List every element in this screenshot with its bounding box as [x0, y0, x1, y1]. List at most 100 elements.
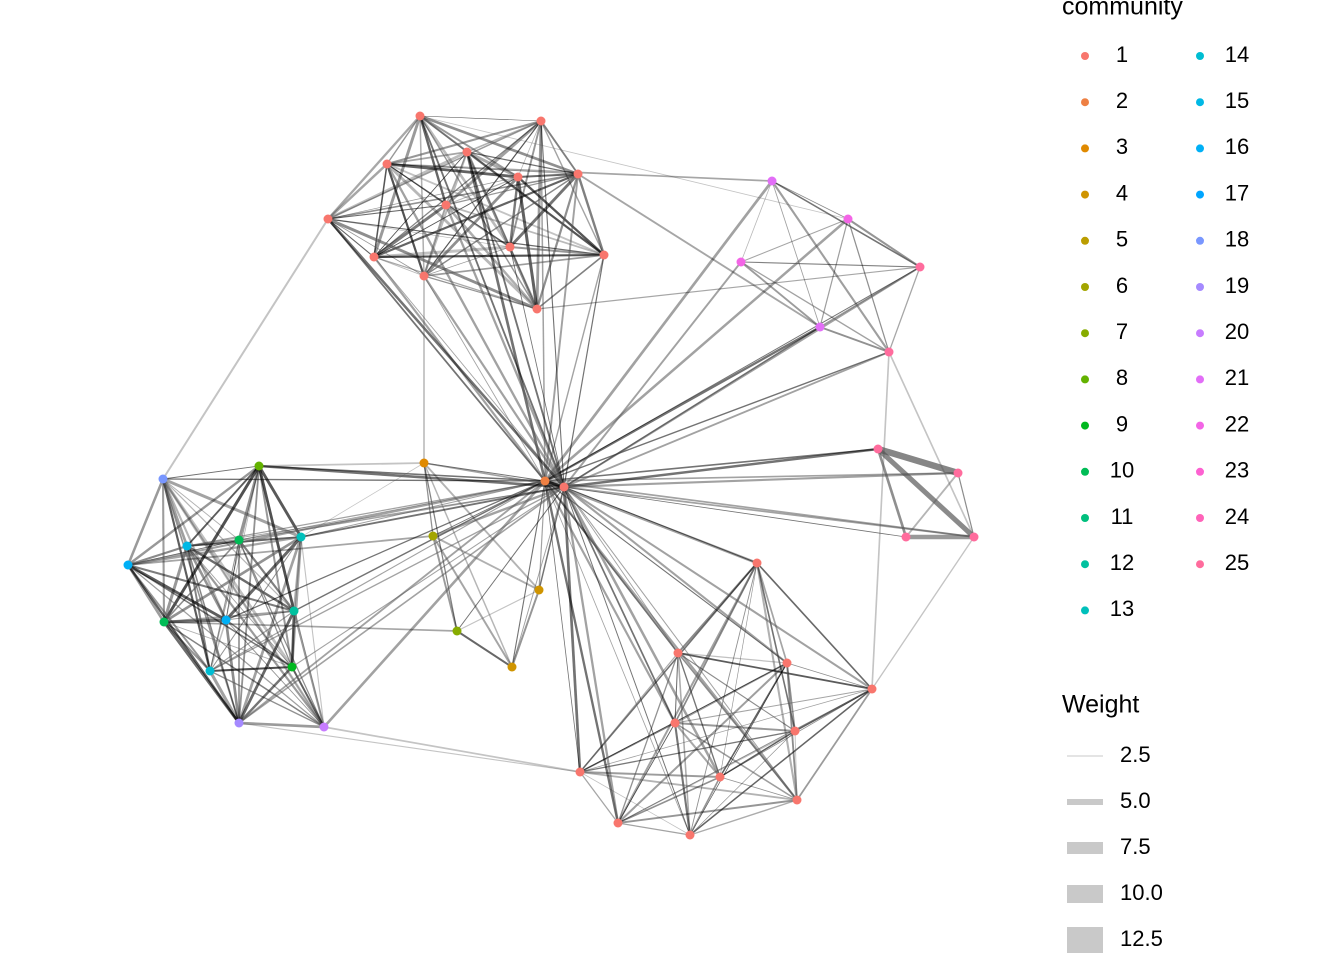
edges	[126, 114, 976, 836]
edge	[673, 722, 692, 836]
node	[462, 147, 472, 157]
edge	[563, 261, 742, 488]
edge	[258, 464, 565, 489]
edge	[445, 176, 519, 206]
edge	[544, 218, 849, 482]
edge	[563, 471, 959, 489]
edge	[238, 722, 581, 773]
edge	[544, 480, 788, 664]
edge	[423, 275, 538, 310]
legend-key	[1196, 236, 1204, 245]
edge	[163, 609, 295, 624]
node	[323, 214, 333, 224]
edge	[674, 722, 796, 732]
node	[505, 242, 515, 252]
edge	[465, 151, 539, 310]
node	[182, 541, 192, 551]
node	[234, 535, 244, 545]
edge	[163, 539, 240, 623]
edge	[419, 115, 425, 277]
edge	[509, 246, 565, 488]
node	[752, 558, 762, 568]
node	[599, 250, 609, 260]
edge	[127, 564, 325, 728]
node	[158, 474, 168, 484]
edge	[237, 465, 261, 541]
edge	[423, 204, 447, 277]
node	[915, 262, 925, 272]
edge	[617, 822, 691, 836]
node	[287, 662, 297, 672]
legend-label: 5	[1116, 227, 1128, 252]
edge	[386, 163, 605, 256]
edge	[127, 465, 260, 566]
edge	[423, 275, 546, 482]
edge	[432, 535, 458, 632]
node	[867, 684, 877, 694]
edge	[373, 120, 542, 258]
edge	[257, 465, 303, 538]
edge	[888, 266, 921, 353]
edge	[466, 151, 605, 256]
legend-label: 15	[1225, 88, 1249, 113]
edge	[771, 180, 849, 220]
node	[767, 176, 777, 186]
node	[419, 458, 429, 468]
edge	[740, 180, 773, 263]
node	[205, 666, 215, 676]
legend-label: 24	[1225, 504, 1249, 529]
edge	[508, 173, 580, 248]
edge	[186, 544, 295, 613]
node	[428, 531, 438, 541]
edge	[373, 256, 565, 488]
edge	[794, 730, 798, 801]
edge	[544, 472, 959, 482]
node	[670, 718, 680, 728]
edge	[423, 462, 565, 488]
edge	[161, 478, 166, 623]
edge	[563, 486, 691, 836]
edge	[385, 163, 566, 488]
legend-key	[1081, 329, 1089, 338]
edge	[300, 536, 325, 728]
legend-key	[1196, 98, 1204, 107]
node	[715, 772, 725, 782]
edge	[209, 486, 565, 672]
node	[884, 347, 894, 357]
legend-label: 1	[1116, 42, 1128, 67]
edge	[540, 120, 565, 488]
edge	[689, 688, 873, 836]
edge	[579, 771, 721, 778]
edge	[617, 562, 758, 824]
edge	[544, 480, 581, 773]
edge	[577, 173, 821, 328]
edge	[300, 486, 565, 538]
legend-label: 25	[1225, 550, 1249, 575]
edge	[740, 261, 821, 328]
edge	[563, 254, 605, 488]
legend-label: 10.0	[1120, 880, 1163, 905]
edge	[208, 670, 241, 724]
edge	[237, 610, 296, 724]
edge	[677, 652, 788, 664]
edge	[209, 610, 295, 672]
legend-label: 3	[1116, 134, 1128, 159]
edge	[876, 448, 908, 538]
edge	[517, 172, 579, 179]
node	[540, 476, 550, 486]
edge	[300, 462, 425, 538]
edge	[563, 486, 798, 801]
edge	[327, 218, 425, 277]
edge	[209, 539, 240, 672]
edge	[445, 173, 579, 206]
edge	[418, 115, 512, 248]
edge	[373, 163, 388, 258]
edge	[423, 120, 542, 277]
legend-label: 22	[1225, 411, 1249, 436]
edge	[579, 652, 679, 773]
edge	[674, 688, 873, 724]
edge	[186, 545, 325, 728]
legend-label: 12.5	[1120, 926, 1163, 951]
edge	[847, 218, 921, 268]
